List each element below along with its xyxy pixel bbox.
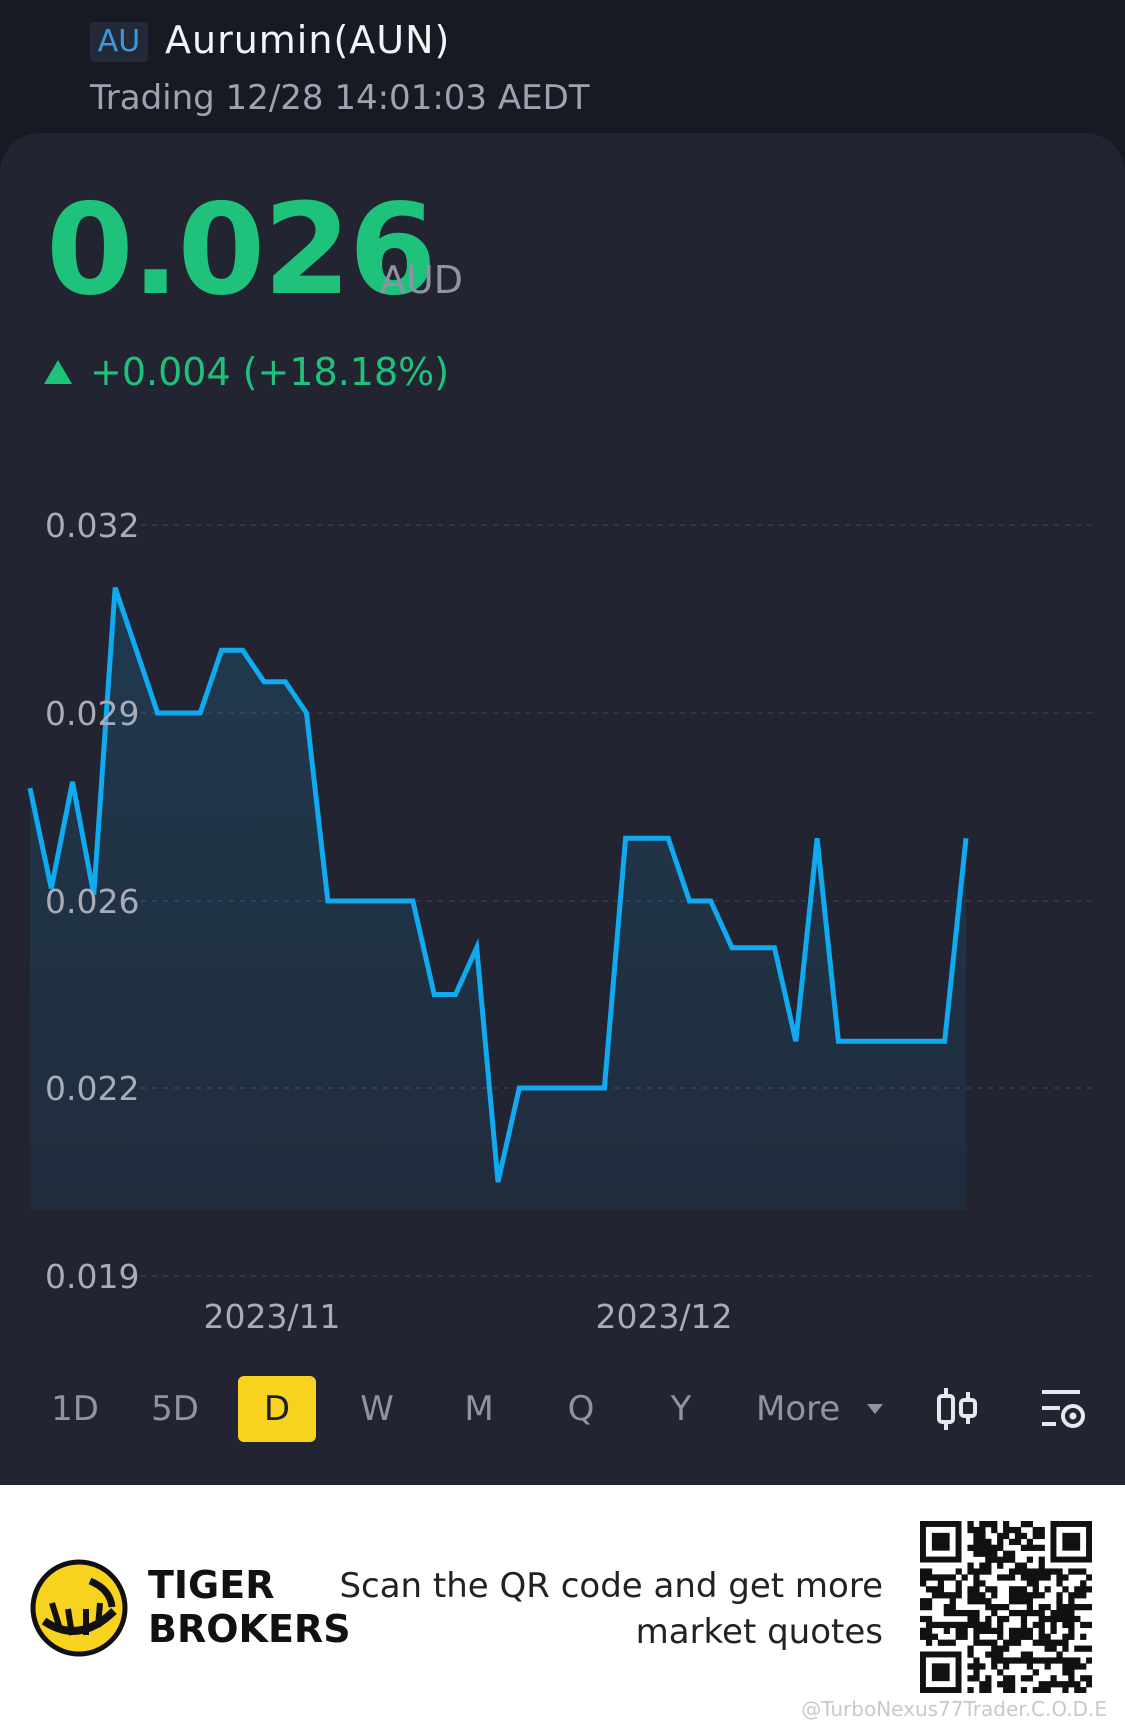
y-tick-label: 0.022 (45, 1069, 139, 1108)
price-area-fill (30, 587, 966, 1210)
currency-label: AUD (380, 258, 464, 302)
price-chart[interactable]: 0.032 0.029 0.026 0.022 0.019 2023/11 2023/12 (0, 480, 1125, 1350)
promo-line-2: market quotes (635, 1612, 883, 1652)
tab-1d[interactable]: 1D (51, 1389, 99, 1429)
promo-line-1: Scan the QR code and get more (339, 1566, 883, 1606)
promo-text: Scan the QR code and get more market quo… (339, 1563, 883, 1655)
price-change: +0.004 (+18.18%) (44, 350, 449, 394)
tab-q[interactable]: Q (567, 1389, 595, 1429)
candlestick-icon[interactable] (934, 1384, 980, 1434)
x-tick-label: 2023/12 (595, 1297, 732, 1336)
brand-line-1: TIGER (148, 1563, 275, 1607)
tab-d[interactable]: D (238, 1376, 316, 1442)
watermark-credit: @TurboNexus77Trader.C.O.D.E (801, 1697, 1107, 1721)
brand-name: TIGER BROKERS (148, 1563, 351, 1651)
price-change-text: +0.004 (+18.18%) (90, 350, 450, 394)
up-arrow-icon (44, 360, 72, 384)
y-tick-label: 0.029 (45, 694, 139, 733)
tab-5d[interactable]: 5D (151, 1389, 199, 1429)
last-price: 0.026 (46, 176, 437, 323)
caret-down-icon (867, 1404, 883, 1414)
y-tick-label: 0.032 (45, 506, 139, 545)
chart-settings-icon[interactable] (1038, 1384, 1088, 1434)
brand-line-2: BROKERS (148, 1607, 351, 1651)
period-tabs: 1D 5D D W M Q Y More (0, 1376, 1125, 1446)
price-line (27, 586, 969, 1183)
y-tick-label: 0.019 (45, 1257, 139, 1296)
y-tick-label: 0.026 (45, 882, 139, 921)
exchange-badge: AU (90, 22, 148, 62)
tab-more-label: More (756, 1389, 841, 1429)
footer-banner: TIGER BROKERS Scan the QR code and get m… (0, 1485, 1125, 1725)
app-header: AU Aurumin(AUN) Trading 12/28 14:01:03 A… (0, 0, 1125, 133)
trading-status: Trading 12/28 14:01:03 AEDT (90, 78, 590, 118)
x-tick-label: 2023/11 (203, 1297, 340, 1336)
tab-w[interactable]: W (360, 1389, 394, 1429)
stock-title: Aurumin(AUN) (165, 18, 451, 62)
tab-m[interactable]: M (464, 1389, 494, 1429)
tiger-brokers-logo (30, 1559, 128, 1657)
tab-y[interactable]: Y (670, 1389, 692, 1429)
qr-code[interactable] (920, 1521, 1092, 1693)
tab-more[interactable]: More (756, 1376, 884, 1442)
